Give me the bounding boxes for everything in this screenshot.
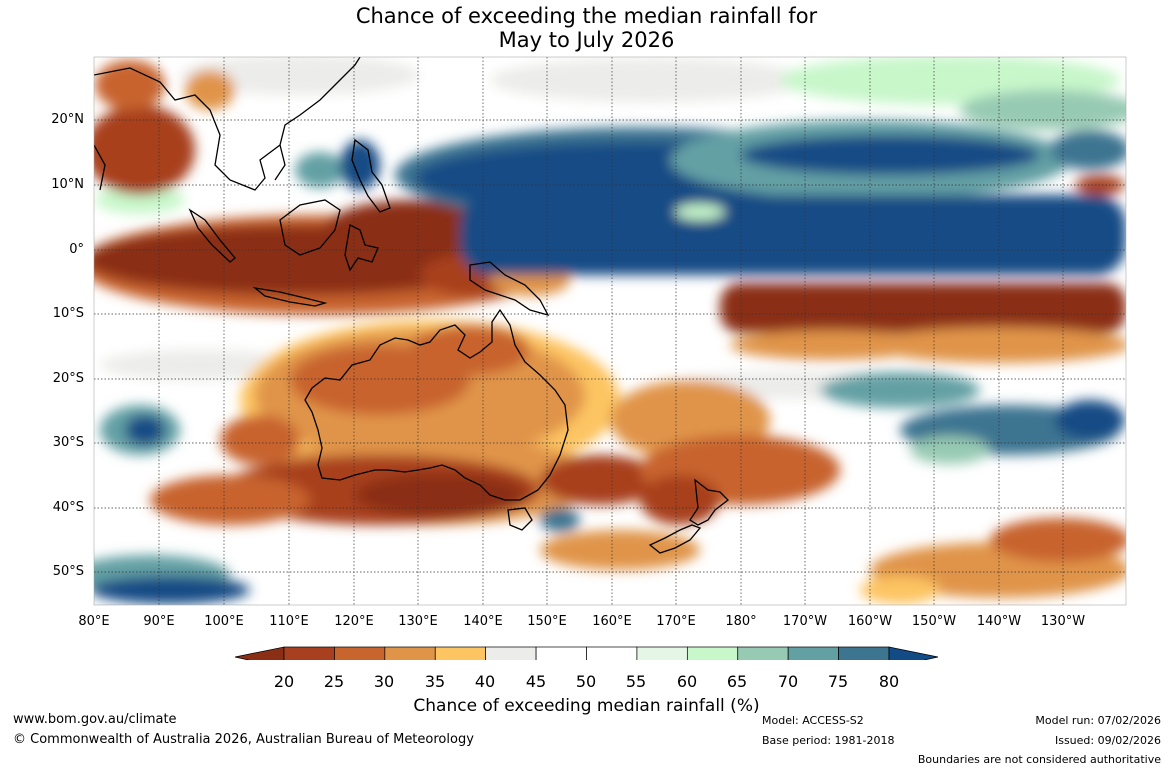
lon-label-140w: 140°W [976, 614, 1022, 629]
colorbar-cell-35 [434, 646, 487, 660]
model-run-text: Model run: 07/02/2026 [1035, 714, 1161, 727]
nz-south-island [648, 524, 702, 554]
lat-label-20n: 20°N [51, 112, 84, 127]
issued-text: Issued: 09/02/2026 [1054, 734, 1161, 747]
colorbar-cell-50 [586, 646, 638, 660]
lat-label-10s: 10°S [52, 306, 84, 321]
lat-label-30s: 30°S [52, 435, 84, 450]
lat-label-50s: 50°S [52, 564, 84, 579]
colorbar-title: Chance of exceeding median rainfall (%) [413, 696, 760, 716]
colorbar-cell-20 [283, 646, 335, 660]
colorbar-cell-65 [737, 646, 789, 660]
philippines-coastline [351, 138, 391, 213]
colorbar-tick-80: 80 [878, 672, 900, 691]
colorbar-tick-75: 75 [827, 672, 849, 691]
lon-label-170e: 170°E [656, 614, 696, 629]
colorbar-tick-65: 65 [726, 672, 748, 691]
new-guinea-coastline [469, 261, 550, 317]
colorbar-cell-30 [384, 646, 436, 660]
colorbar-cell-55 [636, 646, 688, 660]
colorbar-tick-40: 40 [474, 672, 496, 691]
sulawesi-coastline [344, 224, 379, 272]
colorbar-tick-20: 20 [273, 672, 295, 691]
lat-label-10n: 10°N [51, 177, 84, 192]
colorbar-tick-30: 30 [373, 672, 395, 691]
base-period-text: Base period: 1981-2018 [762, 734, 895, 747]
lon-label-80e: 80°E [78, 614, 110, 629]
coastlines [94, 57, 729, 554]
colorbar-tick-70: 70 [777, 672, 799, 691]
colorbar-arrow-left [234, 646, 285, 660]
lat-label-40s: 40°S [52, 500, 84, 515]
colorbar-tick-25: 25 [323, 672, 345, 691]
colorbar-cell-75 [838, 646, 890, 660]
rainfall-field [94, 57, 1126, 605]
colorbar-arrow-right [888, 646, 939, 660]
lon-label-180: 180° [725, 614, 757, 629]
lon-label-160e: 160°E [592, 614, 632, 629]
lat-label-20s: 20°S [52, 371, 84, 386]
colorbar-cell-40 [485, 646, 537, 660]
colorbar-cell-45 [535, 646, 587, 660]
lon-label-130e: 130°E [398, 614, 438, 629]
australia-coastline [304, 308, 569, 501]
colorbar-tick-60: 60 [676, 672, 698, 691]
lon-label-150w: 150°W [911, 614, 957, 629]
lon-label-100e: 100°E [204, 614, 244, 629]
copyright-text: © Commonwealth of Australia 2026, Austra… [13, 732, 474, 747]
website-link[interactable]: www.bom.gov.au/climate [13, 712, 177, 727]
colorbar-tick-55: 55 [625, 672, 647, 691]
colorbar [234, 646, 939, 660]
colorbar-tick-50: 50 [575, 672, 597, 691]
lon-label-150e: 150°E [527, 614, 567, 629]
rainfall-map [93, 56, 1127, 660]
lon-label-120e: 120°E [334, 614, 374, 629]
lat-label-0: 0° [69, 242, 84, 257]
borneo-coastline [279, 199, 341, 256]
lon-label-90e: 90°E [143, 614, 175, 629]
sumatra-coastline [188, 208, 236, 263]
asia-coastline [94, 57, 361, 191]
lon-label-130w: 130°W [1040, 614, 1086, 629]
colorbar-cell-60 [686, 646, 739, 660]
graticule [94, 57, 1126, 605]
map-title-line1: Chance of exceeding the median rainfall … [355, 4, 818, 28]
model-text: Model: ACCESS-S2 [762, 714, 864, 727]
lon-label-110e: 110°E [269, 614, 309, 629]
colorbar-tick-45: 45 [525, 672, 547, 691]
tasmania-coastline [507, 507, 533, 531]
india-coastline [94, 144, 106, 191]
disclaimer-text: Boundaries are not considered authoritat… [917, 753, 1161, 766]
hainan-coastline [274, 144, 286, 181]
colorbar-tick-35: 35 [424, 672, 446, 691]
colorbar-cell-70 [787, 646, 839, 660]
lon-label-170w: 170°W [782, 614, 828, 629]
colorbar-cell-25 [334, 646, 386, 660]
map-title-line2: May to July 2026 [498, 28, 675, 52]
lon-label-140e: 140°E [463, 614, 503, 629]
java-coastline [252, 286, 328, 307]
lon-label-160w: 160°W [847, 614, 893, 629]
nz-north-island [689, 478, 729, 526]
